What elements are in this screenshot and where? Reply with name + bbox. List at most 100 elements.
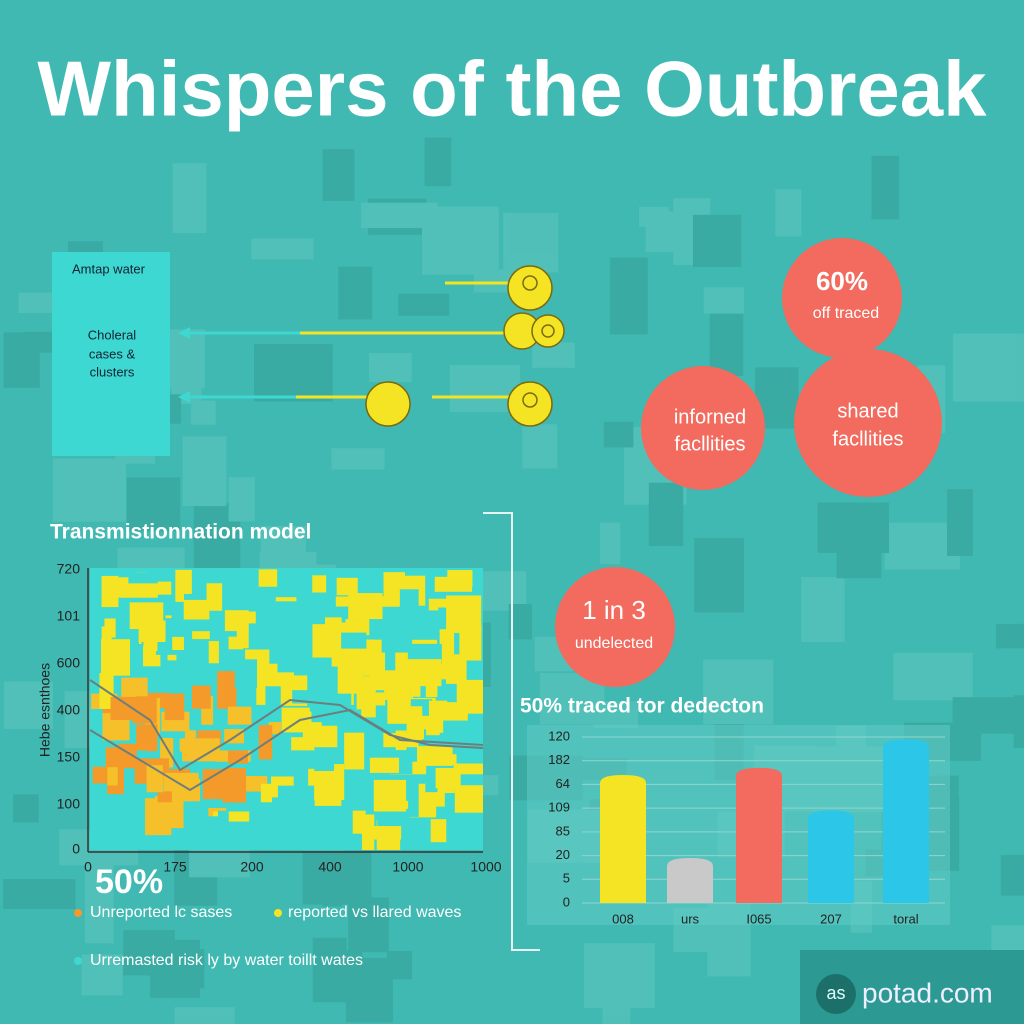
map-y-tick: 0 bbox=[72, 841, 80, 857]
map-patch bbox=[425, 662, 438, 698]
building bbox=[952, 333, 1024, 402]
building bbox=[193, 503, 241, 581]
map-patch bbox=[120, 583, 158, 598]
building bbox=[583, 943, 655, 1009]
source-line: Choleral bbox=[88, 327, 137, 342]
stat-label: undelected bbox=[575, 635, 653, 652]
legend-label: Unreported lc sases bbox=[90, 904, 232, 921]
x-tick-label: I065 bbox=[746, 911, 771, 926]
map-y-tick: 101 bbox=[57, 608, 81, 624]
stat-value: 60% bbox=[816, 266, 868, 296]
map-x-tick: 0 bbox=[84, 859, 92, 875]
map-stat: 50% bbox=[95, 863, 163, 901]
map-patch bbox=[264, 663, 278, 682]
legend-dot bbox=[74, 909, 82, 917]
building bbox=[638, 206, 669, 227]
map-patch bbox=[356, 676, 375, 710]
watermark-logo bbox=[816, 974, 856, 1014]
y-tick-label: 182 bbox=[548, 752, 570, 767]
building bbox=[694, 537, 745, 613]
map-patch bbox=[361, 814, 375, 850]
map-patch bbox=[344, 732, 365, 770]
map-patch bbox=[336, 577, 358, 596]
map-patch bbox=[408, 779, 419, 817]
map-patch bbox=[116, 626, 141, 637]
connectors bbox=[178, 281, 512, 403]
map-y-tick: 600 bbox=[57, 655, 81, 671]
map-patch bbox=[228, 636, 244, 650]
building bbox=[775, 189, 802, 237]
legend-label: reported vs llared waves bbox=[288, 904, 461, 921]
building bbox=[322, 149, 355, 201]
map-patch bbox=[377, 808, 410, 829]
stat-label: off traced bbox=[813, 305, 879, 322]
stat-label: facllities bbox=[674, 433, 745, 455]
map-patch bbox=[191, 685, 211, 709]
building bbox=[368, 353, 412, 382]
legend-label: Urremasted risk ly by water toillt wates bbox=[90, 952, 363, 969]
source-box bbox=[52, 252, 170, 456]
building bbox=[3, 879, 76, 910]
map-patch bbox=[183, 599, 210, 620]
y-tick-label: 120 bbox=[548, 728, 570, 743]
map-patch bbox=[437, 780, 455, 794]
building bbox=[190, 400, 216, 425]
building bbox=[703, 287, 745, 314]
building bbox=[3, 332, 40, 388]
map-patch bbox=[138, 620, 166, 643]
building bbox=[801, 576, 845, 643]
building bbox=[836, 539, 882, 579]
map-patch bbox=[265, 686, 281, 711]
map-patch bbox=[172, 636, 184, 651]
y-tick-label: 5 bbox=[563, 871, 570, 886]
source-line: cases & bbox=[89, 346, 136, 361]
map-patch bbox=[213, 811, 250, 822]
map-patch bbox=[217, 671, 237, 709]
building bbox=[386, 950, 413, 980]
building bbox=[368, 198, 427, 235]
map-patch bbox=[228, 750, 248, 764]
watermark-logo-text: as bbox=[826, 983, 845, 1003]
map-patch bbox=[430, 819, 447, 843]
building bbox=[228, 477, 255, 522]
building bbox=[946, 489, 973, 556]
map-x-tick: 175 bbox=[163, 859, 187, 875]
map-patch bbox=[373, 779, 407, 812]
building bbox=[508, 603, 532, 640]
map-patch bbox=[208, 641, 219, 664]
map-patch bbox=[260, 783, 273, 803]
x-tick-label: toral bbox=[893, 911, 918, 926]
map-patch bbox=[348, 593, 383, 620]
building bbox=[253, 344, 333, 402]
source-heading: Amtap water bbox=[72, 261, 146, 276]
building bbox=[602, 988, 631, 1024]
map-lines bbox=[89, 679, 484, 792]
building bbox=[884, 522, 961, 570]
map-patch bbox=[372, 692, 386, 706]
title: Whispers of the Outbreak bbox=[37, 45, 987, 133]
building bbox=[302, 850, 372, 905]
building bbox=[348, 897, 389, 953]
map-patch bbox=[459, 625, 482, 661]
map-patch bbox=[104, 618, 116, 638]
map-patch bbox=[190, 816, 228, 850]
map-y-tick: 720 bbox=[57, 561, 81, 577]
map-patch bbox=[239, 611, 256, 624]
map-patch bbox=[447, 570, 473, 588]
stat-bubbles bbox=[555, 238, 942, 687]
building bbox=[163, 949, 205, 989]
building bbox=[322, 867, 343, 907]
map-patch bbox=[201, 696, 214, 725]
map-patch bbox=[410, 681, 421, 697]
map-patch bbox=[236, 618, 249, 649]
map-patch bbox=[175, 569, 192, 602]
map-patch bbox=[428, 700, 448, 721]
map-patch bbox=[431, 754, 457, 765]
x-tick-label: 207 bbox=[820, 911, 842, 926]
map-patch bbox=[157, 581, 172, 595]
bracket bbox=[483, 512, 540, 951]
map-y-label: Hebe esnthoes bbox=[37, 663, 53, 757]
building bbox=[3, 681, 54, 729]
building bbox=[996, 623, 1024, 649]
